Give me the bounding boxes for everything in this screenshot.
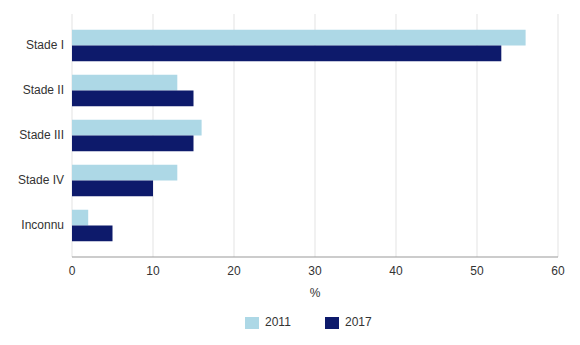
bar	[72, 75, 177, 91]
x-tick-label: 60	[551, 264, 565, 278]
x-axis-label: %	[310, 286, 321, 300]
y-tick-label: Stade I	[26, 38, 64, 52]
bar	[72, 165, 177, 181]
legend: 2011 2017	[245, 315, 372, 329]
x-tick-label: 20	[227, 264, 241, 278]
x-axis-line	[72, 257, 558, 258]
x-tick-label: 0	[69, 264, 76, 278]
y-tick-label: Stade IV	[18, 173, 64, 187]
chart-svg: 0 10 20 30 40 50 60 Inconnu Stade IV Stade III Sta…	[0, 0, 580, 345]
bar	[72, 210, 88, 226]
bar	[72, 226, 113, 242]
bar	[72, 120, 202, 136]
chart-container: 0 10 20 30 40 50 60 Inconnu Stade IV Stade III Sta…	[0, 0, 580, 345]
x-tick-label: 50	[470, 264, 484, 278]
legend-label: 2017	[345, 315, 372, 329]
x-tick-label: 10	[146, 264, 160, 278]
legend-swatch	[325, 317, 339, 329]
x-tick-label: 30	[308, 264, 322, 278]
legend-swatch	[245, 317, 259, 329]
grid-line	[558, 14, 559, 257]
bars	[72, 30, 526, 242]
bar	[72, 181, 153, 197]
y-tick-label: Inconnu	[21, 218, 64, 232]
x-tick-label: 40	[389, 264, 403, 278]
legend-label: 2011	[265, 315, 291, 329]
y-tick-label: Stade II	[23, 83, 64, 97]
bar	[72, 30, 526, 46]
bar	[72, 46, 501, 62]
bar	[72, 91, 194, 107]
grid	[72, 14, 558, 257]
y-tick-label: Stade III	[19, 128, 64, 142]
bar	[72, 136, 194, 152]
